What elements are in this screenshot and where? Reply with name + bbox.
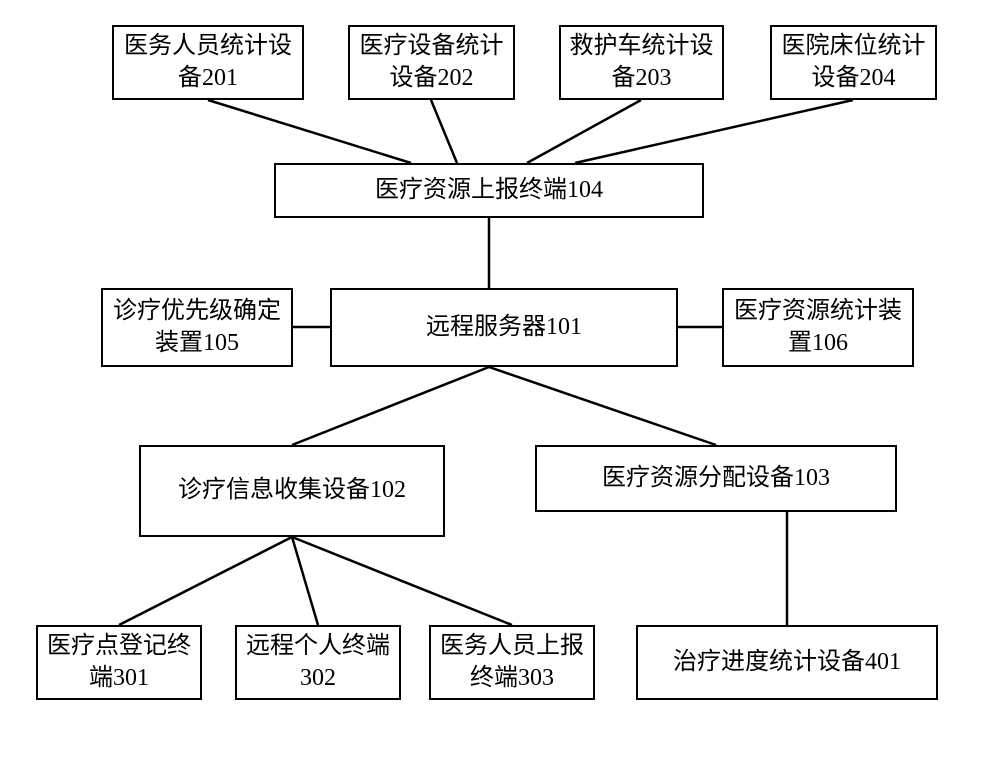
node-401: 治疗进度统计设备401 [636,625,938,700]
node-303: 医务人员上报终端303 [429,625,595,700]
node-label: 医务人员统计设备201 [122,31,294,93]
node-label: 医疗点登记终端301 [46,631,192,693]
node-label: 医疗资源分配设备103 [602,463,830,494]
node-label: 医疗资源统计装置106 [732,296,904,358]
node-101: 远程服务器101 [330,288,678,367]
node-105: 诊疗优先级确定装置105 [101,288,293,367]
node-label: 诊疗优先级确定装置105 [111,296,283,358]
node-label: 治疗进度统计设备401 [673,647,901,678]
node-label: 医疗设备统计设备202 [358,31,505,93]
node-203: 救护车统计设备203 [559,25,724,100]
node-301: 医疗点登记终端301 [36,625,202,700]
node-201: 医务人员统计设备201 [112,25,304,100]
node-label: 救护车统计设备203 [569,31,714,93]
node-label: 医务人员上报终端303 [439,631,585,693]
node-204: 医院床位统计设备204 [770,25,937,100]
node-label: 医院床位统计设备204 [780,31,927,93]
node-104: 医疗资源上报终端104 [274,163,704,218]
node-106: 医疗资源统计装置106 [722,288,914,367]
node-label: 诊疗信息收集设备102 [178,475,406,506]
node-202: 医疗设备统计设备202 [348,25,515,100]
node-103: 医疗资源分配设备103 [535,445,897,512]
node-label: 医疗资源上报终端104 [375,175,603,206]
node-label: 远程服务器101 [426,312,582,343]
node-label: 远程个人终端302 [245,631,391,693]
node-102: 诊疗信息收集设备102 [139,445,445,537]
node-302: 远程个人终端302 [235,625,401,700]
